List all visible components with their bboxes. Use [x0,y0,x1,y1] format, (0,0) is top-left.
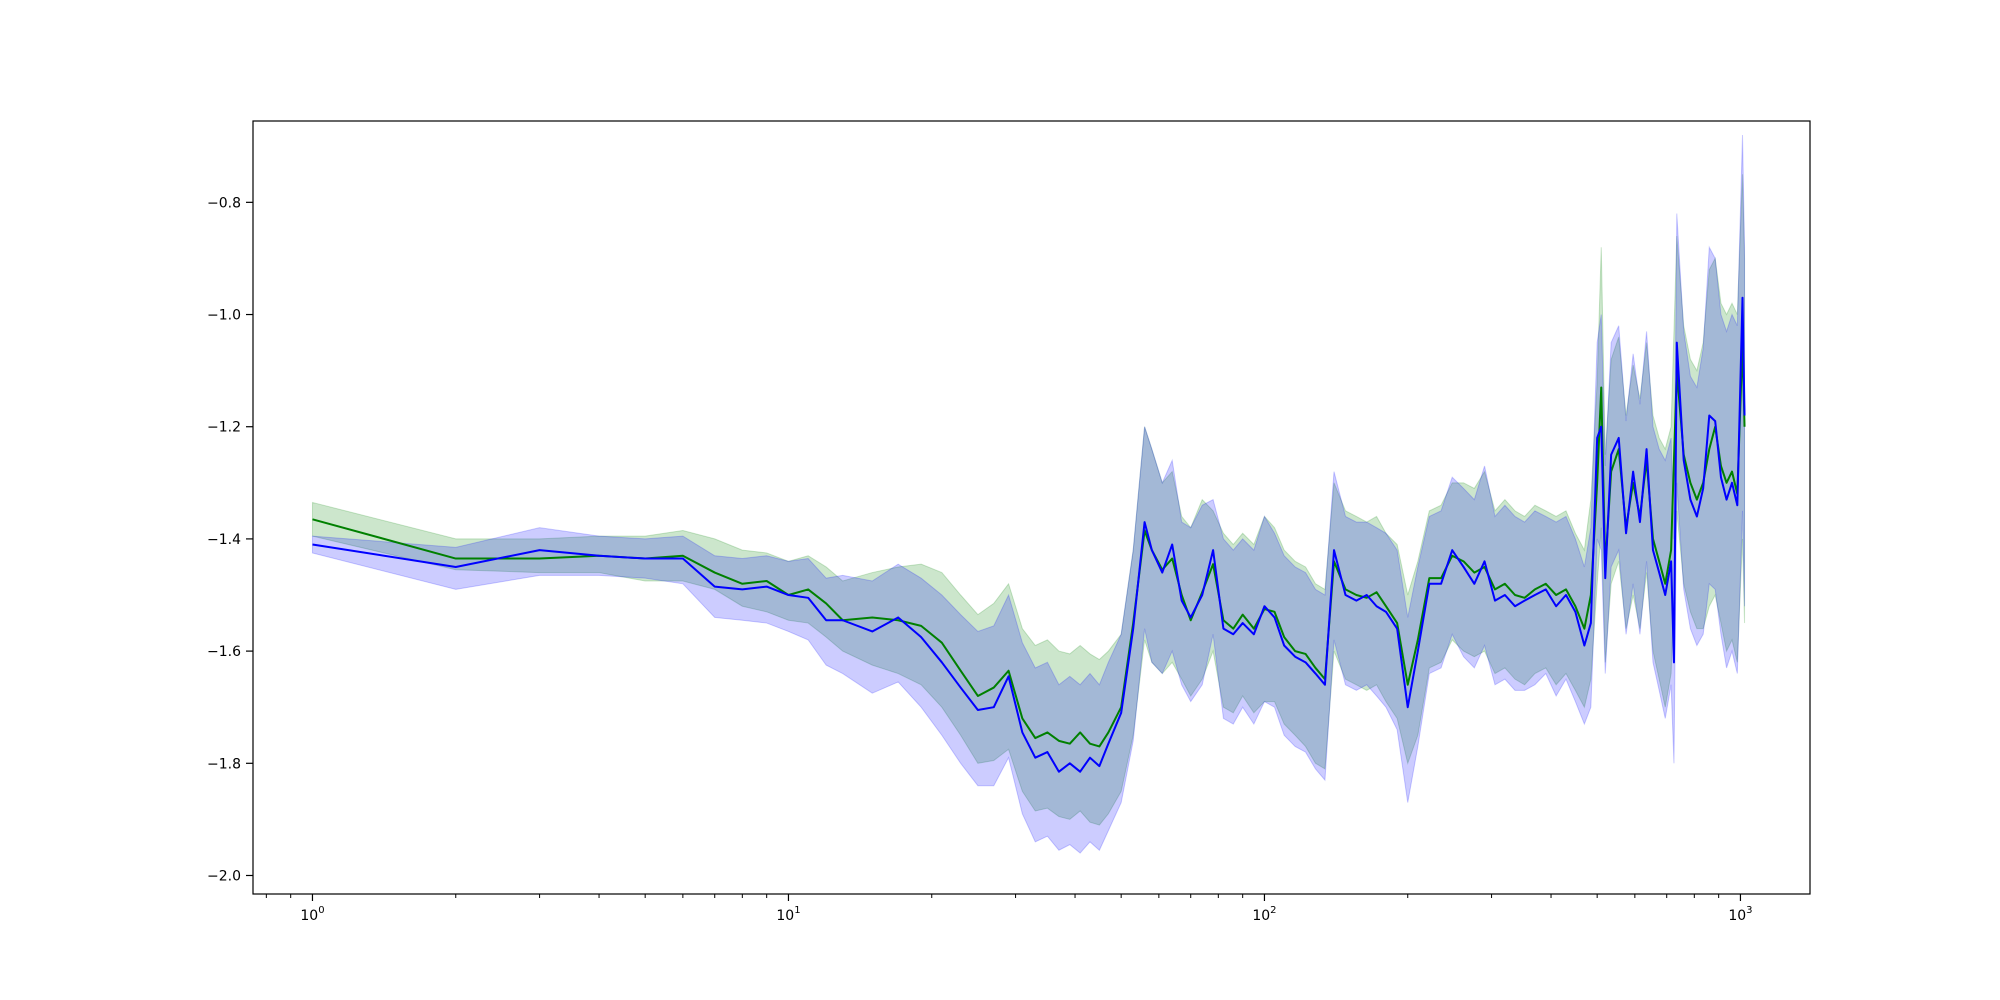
y-tick-label: −2.0 [207,868,241,884]
y-tick-label: −1.0 [207,308,241,324]
x-tick-label: 100 [300,905,324,924]
series-0-band [311,174,1746,826]
x-tick-label: 102 [1252,905,1276,924]
y-tick-label: −1.8 [207,756,241,772]
confidence-bands [311,135,1746,854]
series-lines [312,296,1746,773]
series-1-line [312,296,1746,773]
x-tick-label: 103 [1728,905,1752,924]
y-tick-label: −1.6 [207,644,241,660]
y-tick-label: −1.2 [207,420,241,436]
y-tick-label: −0.8 [207,195,241,211]
series-1-band [311,135,1746,854]
y-tick-label: −1.4 [207,532,241,548]
x-axis: 100 101 102 103 [265,894,1753,924]
y-axis: −2.0 −1.8 −1.6 −1.4 −1.2 −1.0 −0.8 [207,195,253,884]
plot-frame [252,120,1811,895]
x-tick-label: 101 [776,905,800,924]
